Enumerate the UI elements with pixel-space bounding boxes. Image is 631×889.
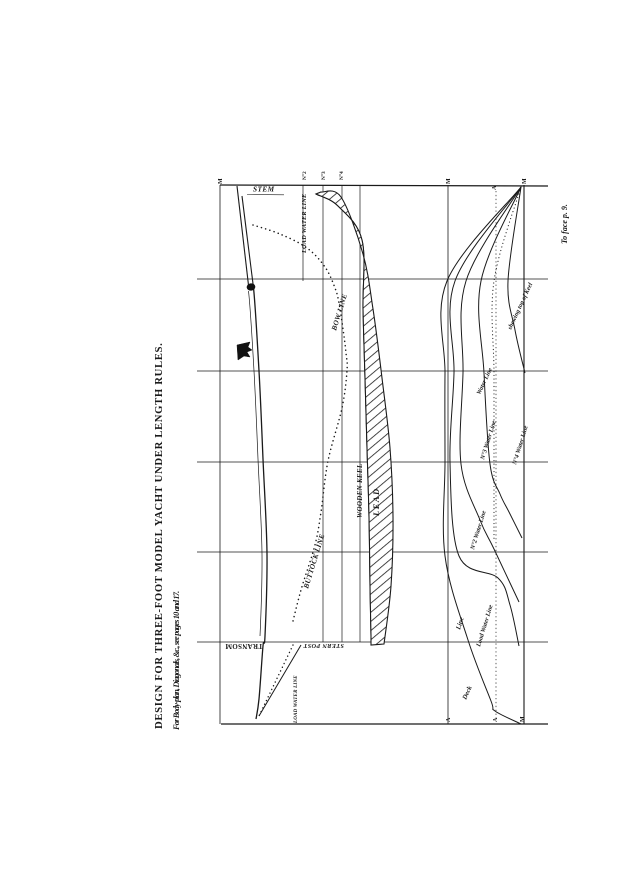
svg-text:M: M xyxy=(218,178,224,184)
svg-text:TRANSOM: TRANSOM xyxy=(225,642,263,650)
svg-text:N°3: N°3 xyxy=(320,171,327,180)
svg-text:WOODEN KEEL: WOODEN KEEL xyxy=(356,464,364,518)
svg-text:N°4: N°4 xyxy=(338,171,345,180)
svg-text:For Body-plan, Diagonals, &c.,: For Body-plan, Diagonals, &c., see pages… xyxy=(172,591,181,731)
svg-text:LOAD WATER LINE: LOAD WATER LINE xyxy=(301,194,308,254)
svg-text:N°2: N°2 xyxy=(301,171,308,180)
svg-text:A: A xyxy=(446,717,452,722)
svg-text:STERN POST: STERN POST xyxy=(303,642,344,649)
svg-text:LEAD: LEAD xyxy=(371,487,381,517)
svg-text:M: M xyxy=(522,178,528,184)
svg-text:M: M xyxy=(520,716,526,722)
svg-text:STEM: STEM xyxy=(253,185,275,194)
svg-text:To face p. 9.: To face p. 9. xyxy=(560,204,569,244)
svg-text:DESIGN FOR THREE-FOOT MODEL YA: DESIGN FOR THREE-FOOT MODEL YACHT UNDER … xyxy=(153,343,165,729)
svg-text:A: A xyxy=(493,717,499,722)
svg-text:M: M xyxy=(446,178,452,184)
svg-text:A: A xyxy=(492,185,498,190)
